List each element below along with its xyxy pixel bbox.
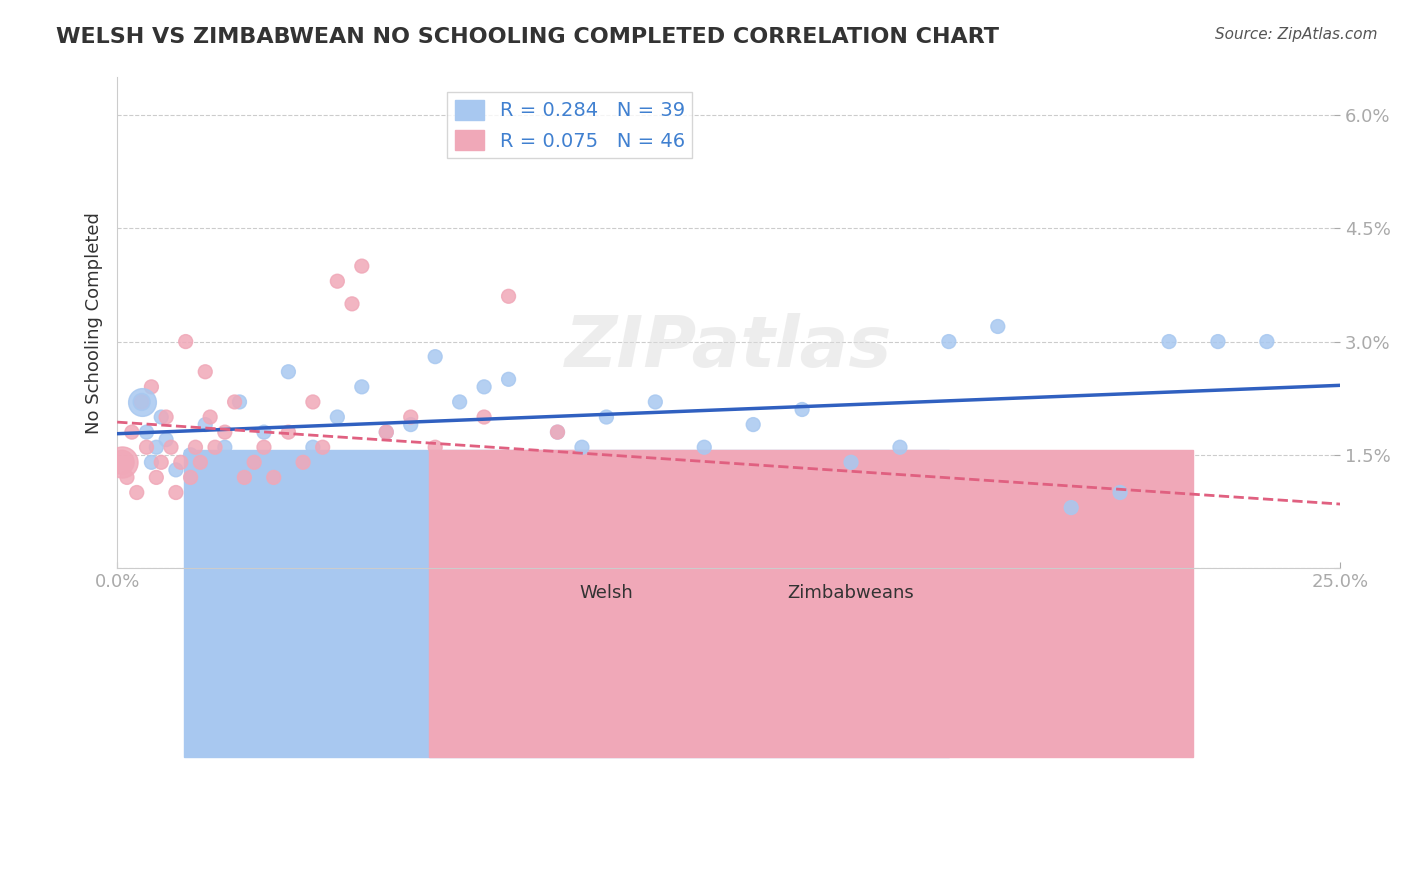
Point [547,425,569,439]
Point [1109,485,1132,500]
Point [165,485,187,500]
Point [190,455,212,469]
Point [204,455,226,469]
Point [135,425,157,439]
Point [790,546,813,560]
Point [375,425,398,439]
Point [742,417,765,432]
Point [160,440,183,454]
Point [350,259,373,273]
Point [1206,334,1229,349]
Point [198,410,221,425]
Point [145,440,167,454]
Point [938,334,960,349]
Point [498,372,520,386]
Point [228,395,250,409]
Point [170,455,193,469]
Point [693,470,716,484]
Point [180,448,202,462]
Point [644,485,666,500]
Point [145,470,167,484]
Point [302,395,325,409]
Point [277,365,299,379]
Point [155,410,177,425]
Point [302,440,325,454]
Point [839,455,862,469]
Point [449,455,471,469]
Point [204,440,226,454]
FancyBboxPatch shape [184,450,949,756]
Y-axis label: No Schooling Completed: No Schooling Completed [86,211,103,434]
Point [121,425,143,439]
Point [571,470,593,484]
Point [165,463,187,477]
Point [595,410,617,425]
Legend: R = 0.284   N = 39, R = 0.075   N = 46: R = 0.284 N = 39, R = 0.075 N = 46 [447,92,692,159]
Point [472,410,495,425]
Point [326,410,349,425]
Point [141,455,163,469]
Point [340,297,363,311]
Point [472,380,495,394]
Point [1256,334,1278,349]
Point [180,470,202,484]
Point [111,455,134,469]
Point [194,365,217,379]
Point [184,440,207,454]
Point [253,425,276,439]
Point [547,425,569,439]
Point [224,395,246,409]
Point [425,350,447,364]
Point [693,440,716,454]
Point [111,455,134,469]
Point [174,334,197,349]
Point [375,425,398,439]
Point [131,395,153,409]
Point [399,410,422,425]
Point [311,440,333,454]
Point [263,470,285,484]
Text: WELSH VS ZIMBABWEAN NO SCHOOLING COMPLETED CORRELATION CHART: WELSH VS ZIMBABWEAN NO SCHOOLING COMPLET… [56,27,1000,46]
Point [790,402,813,417]
Point [425,440,447,454]
Text: ZIPatlas: ZIPatlas [565,313,893,382]
Point [571,440,593,454]
Point [1060,500,1083,515]
Point [644,395,666,409]
Point [135,440,157,454]
Point [449,395,471,409]
Point [277,425,299,439]
Point [155,433,177,447]
Point [131,395,153,409]
Point [1157,334,1180,349]
Point [150,455,173,469]
Point [253,440,276,454]
Point [214,425,236,439]
Point [131,395,153,409]
Point [350,380,373,394]
Point [889,440,911,454]
Point [498,289,520,303]
Point [889,546,911,560]
Point [243,455,266,469]
Point [115,470,138,484]
Point [214,440,236,454]
FancyBboxPatch shape [429,450,1194,756]
Point [595,455,617,469]
Point [233,470,256,484]
Point [194,417,217,432]
Point [125,485,148,500]
Point [987,319,1010,334]
Point [292,455,315,469]
Point [150,410,173,425]
Text: Zimbabweans: Zimbabweans [787,584,914,602]
Point [141,380,163,394]
Text: Welsh: Welsh [579,584,633,602]
Point [326,274,349,288]
Point [399,417,422,432]
Text: Source: ZipAtlas.com: Source: ZipAtlas.com [1215,27,1378,42]
